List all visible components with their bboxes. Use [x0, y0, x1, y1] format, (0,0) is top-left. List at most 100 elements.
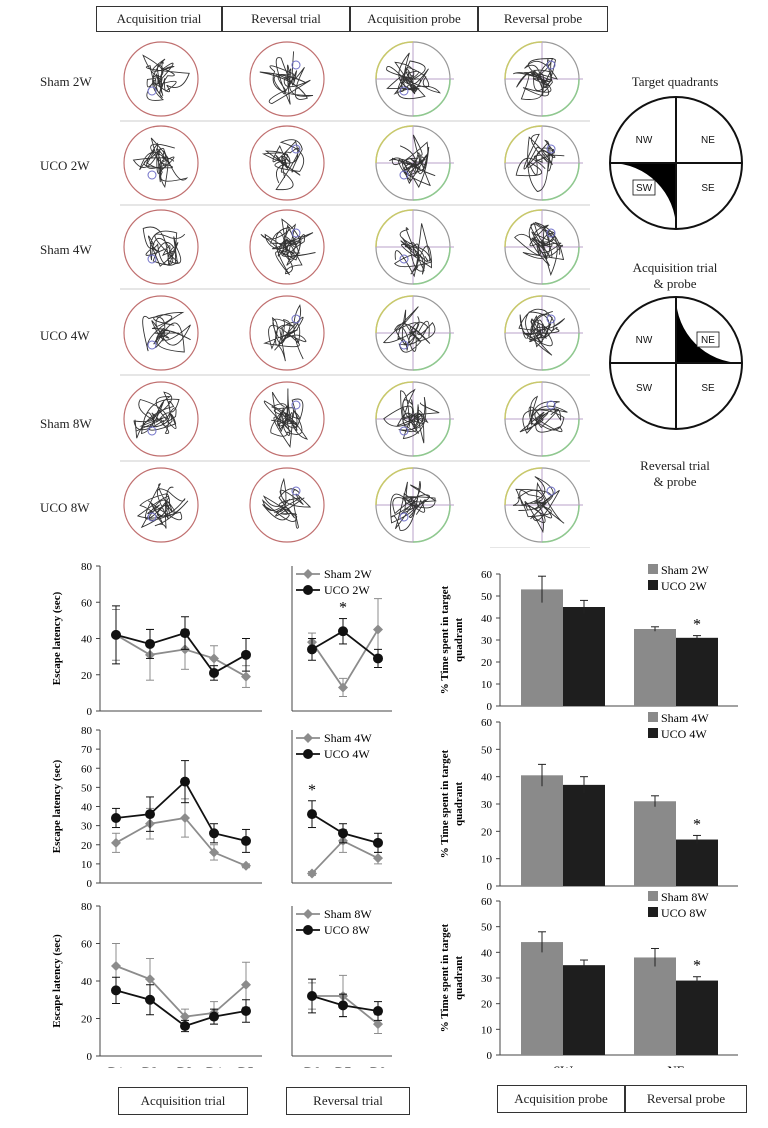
data-point: [241, 860, 251, 871]
legend-swatch: [648, 728, 658, 738]
footer-reversal-trial: Reversal trial: [286, 1087, 410, 1115]
series-line: [115, 634, 247, 678]
y-tick-label: 20: [481, 999, 493, 1011]
significance-marker: *: [693, 816, 701, 833]
line-chart-3: 0 20 40 60 80 Escape latency (sec) Sham 8W UCO …: [51, 901, 392, 1068]
legend-label: Sham 2W: [324, 567, 372, 581]
charts-panel: 0 20 40 60 80 Escape latency (sec) Sham 2W UCO …: [51, 561, 738, 1068]
quadrant-label-ne: NE: [701, 335, 715, 346]
quadrant-arc: [375, 381, 414, 420]
swim-path-maze: [375, 125, 454, 201]
header-reversal-probe: Reversal probe: [478, 6, 608, 32]
bar-series-uco-8w: UCO 8W: [563, 906, 718, 1055]
data-point: [307, 809, 317, 820]
swim-path: [133, 391, 180, 439]
legend-swatch: [648, 580, 658, 590]
x-tick-label: D4: [206, 1064, 222, 1068]
data-point: [209, 828, 219, 839]
legend-label: Sham 8W: [324, 907, 372, 921]
data-point: [338, 682, 348, 693]
series-line: [311, 839, 379, 875]
footer-acquisition-probe: Acquisition probe: [497, 1085, 625, 1113]
bar: [521, 775, 563, 886]
footer-acquisition-trial: Acquisition trial: [118, 1087, 248, 1115]
target-quadrant-diagram-acquisition: NW NE SW SE: [609, 96, 743, 230]
target-quadrants-title: Target quadrants: [631, 74, 719, 89]
legend-label: Sham 2W: [661, 563, 709, 577]
x-tick-label: D2: [142, 1064, 158, 1068]
y-tick-label: 40: [81, 634, 93, 646]
series-uco-8w: UCO 8W: [111, 923, 383, 1033]
swim-path: [132, 137, 189, 189]
bar-series-sham-4w: Sham 4W: [521, 711, 709, 886]
caption-reversal-trial-probe-line2: & probe: [653, 474, 697, 489]
y-tick-label: 20: [481, 657, 493, 669]
pool-circle: [123, 209, 199, 285]
y-tick-label: 0: [487, 1050, 493, 1062]
legend-swatch: [648, 891, 658, 901]
data-point: [145, 809, 155, 820]
quadrant-arc: [541, 162, 580, 201]
row-label-uco-4w: UCO 4W: [40, 328, 90, 343]
platform-marker: [291, 486, 301, 496]
y-axis-label: Escape latency (sec): [51, 591, 63, 685]
bar: [521, 589, 563, 706]
swim-path: [142, 311, 191, 353]
y-tick-label: 80: [81, 725, 93, 737]
target-quadrant-diagram-reversal: NW NE SW SE: [609, 296, 743, 430]
bar: [634, 957, 676, 1055]
quadrant-arc: [541, 246, 580, 285]
swim-path: [383, 388, 440, 444]
y-tick-label: 20: [81, 840, 93, 852]
swim-path: [263, 388, 309, 448]
swim-path-maze: [375, 295, 454, 371]
quadrant-arc: [541, 332, 580, 371]
header-acquisition-trial: Acquisition trial: [96, 6, 222, 32]
x-tick-label: D1: [108, 1064, 124, 1068]
line-chart-2: 0 10 20 30 40 50 60 70 80 Escape latency (sec) Sha…: [51, 725, 392, 890]
bar: [634, 629, 676, 706]
bar: [521, 942, 563, 1055]
quadrant-arc: [412, 162, 451, 201]
x-tick-label: D5: [238, 1064, 254, 1068]
y-tick-label: 60: [481, 717, 493, 729]
platform-marker: [546, 400, 556, 410]
legend-label: Sham 4W: [324, 731, 372, 745]
y-tick-label: 10: [481, 854, 493, 866]
y-tick-label: 0: [87, 706, 93, 718]
swim-path: [514, 221, 565, 277]
data-point: [307, 991, 317, 1001]
x-tick-label: D8: [370, 1064, 386, 1068]
swim-path-maze: [123, 295, 199, 371]
y-axis-label: % Time spent in target: [439, 749, 451, 858]
quadrant-arc: [412, 332, 451, 371]
platform-marker: [399, 426, 409, 436]
legend-label: UCO 8W: [661, 906, 707, 920]
swim-path: [512, 58, 559, 100]
quadrant-arc: [541, 418, 580, 457]
platform-marker: [147, 254, 157, 264]
series-uco-2w: UCO 2W: [111, 583, 383, 681]
swim-path-maze: [123, 209, 199, 285]
data-point: [209, 847, 219, 858]
bar: [563, 965, 605, 1055]
data-point: [373, 837, 383, 848]
swim-path: [142, 226, 186, 267]
platform-marker: [546, 486, 556, 496]
platform-marker: [399, 340, 409, 350]
target-quadrant-fill: [676, 297, 742, 363]
swim-path: [389, 134, 436, 189]
swim-path-maze: [504, 381, 583, 457]
caption-acquisition-trial-probe-line1: Acquisition trial: [632, 260, 718, 275]
y-tick-label: 60: [81, 939, 93, 951]
y-tick-label: 40: [481, 947, 493, 959]
swim-path-maze: [123, 381, 199, 457]
line-chart-1: 0 20 40 60 80 Escape latency (sec) Sham 2W UCO …: [51, 561, 392, 718]
significance-marker: *: [693, 958, 701, 975]
swim-path: [512, 476, 565, 534]
quadrant-label-ne: NE: [701, 135, 715, 146]
data-point: [373, 653, 383, 664]
y-tick-label: 20: [81, 1014, 93, 1026]
y-tick-label: 40: [81, 802, 93, 814]
bar: [563, 784, 605, 886]
